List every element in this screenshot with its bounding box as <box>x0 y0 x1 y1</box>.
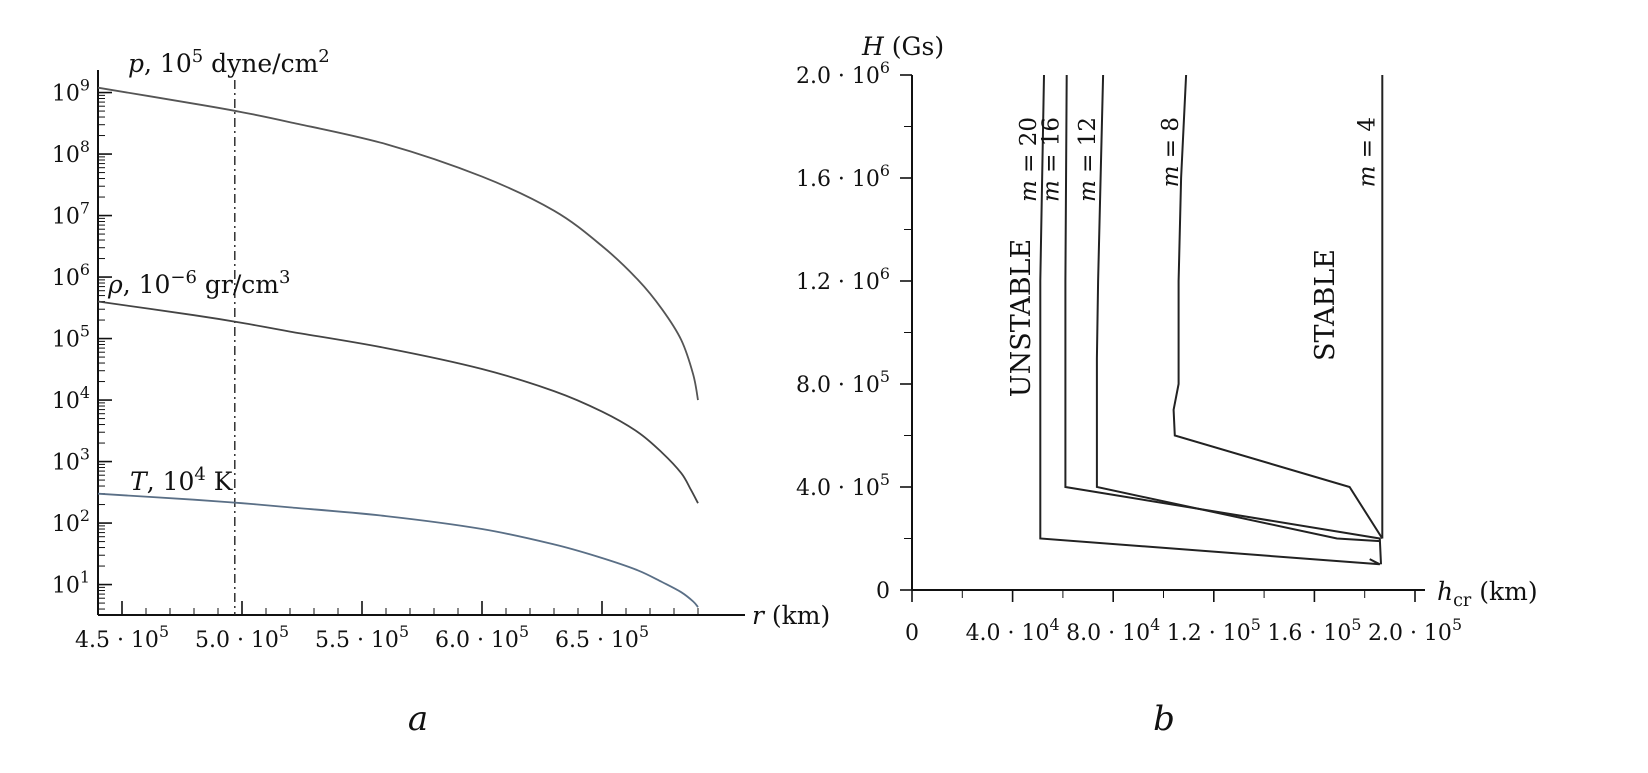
curve-m-12 <box>1095 74 1380 543</box>
panel-a: 101 102 103 104 105 106 107 108 109 4.5 · 105 5.0… <box>52 46 830 739</box>
y-tick-label: 106 <box>52 260 90 291</box>
series-label: m = 4 <box>1354 117 1380 187</box>
series-label: m = 8 <box>1158 117 1184 187</box>
stable-region-label: STABLE <box>1310 249 1341 361</box>
panel-a-caption: a <box>408 699 428 739</box>
y-tick-label: 102 <box>52 506 90 537</box>
pressure-curve <box>97 86 699 401</box>
y-tick-label: 108 <box>52 137 90 168</box>
x-tick-label: 6.0 · 105 <box>435 622 529 653</box>
y-tick-label: 109 <box>52 76 90 107</box>
curve-m-16 <box>1064 74 1382 565</box>
panel-b-y-axis-label: H (Gs) <box>861 32 944 61</box>
panel-a-series-label-t: T, 104 K <box>130 464 234 496</box>
panel-b-caption: b <box>1153 699 1175 739</box>
panel-b-x-axis-label: hcr (km) <box>1437 577 1538 611</box>
x-tick-label: 2.0 · 105 <box>1368 615 1462 646</box>
panel-b: 0 4.0 · 105 8.0 · 105 1.2 · 106 1.6 · 106 2.0… <box>796 32 1538 739</box>
y-tick-label: 8.0 · 105 <box>796 367 890 398</box>
series-label: m = 20 <box>1016 117 1042 202</box>
panel-b-x-ticks: 0 4.0 · 104 8.0 · 104 1.2 · 105 1.6 · 105 2.0… <box>905 590 1462 646</box>
x-tick-label: 4.5 · 105 <box>75 622 169 653</box>
unstable-region-label: UNSTABLE <box>1006 239 1037 397</box>
x-tick-label: 1.6 · 105 <box>1267 615 1361 646</box>
y-tick-label: 2.0 · 106 <box>796 58 890 89</box>
y-tick-label: 1.6 · 106 <box>796 161 890 192</box>
panel-a-series-label-p: p, 105 dyne/cm2 <box>128 46 330 78</box>
panel-b-y-ticks: 0 4.0 · 105 8.0 · 105 1.2 · 106 1.6 · 106 2.0… <box>796 58 912 604</box>
panel-b-curves <box>1039 74 1384 566</box>
y-tick-label: 4.0 · 105 <box>796 470 890 501</box>
density-curve <box>97 300 699 504</box>
y-tick-label: 101 <box>52 568 90 599</box>
panel-a-y-ticks: 101 102 103 104 105 106 107 108 109 <box>52 76 112 610</box>
x-tick-label: 4.0 · 104 <box>966 615 1060 646</box>
panel-a-x-ticks: 4.5 · 105 5.0 · 105 5.5 · 105 6.0 · 105 6.5 … <box>75 601 699 653</box>
x-tick-label: 8.0 · 104 <box>1066 615 1160 646</box>
y-tick-label: 0 <box>876 579 890 604</box>
curve-m-20 <box>1039 74 1381 566</box>
temperature-curve <box>97 492 699 608</box>
panel-a-curves <box>97 86 699 608</box>
x-tick-label: 1.2 · 105 <box>1167 615 1261 646</box>
series-label: m = 16 <box>1039 117 1065 202</box>
series-label: m = 12 <box>1075 117 1101 202</box>
y-tick-label: 107 <box>52 199 90 230</box>
y-tick-label: 1.2 · 106 <box>796 264 890 295</box>
y-tick-label: 104 <box>52 383 90 414</box>
panel-a-series-label-rho: ρ, 10−6 gr/cm3 <box>107 267 290 299</box>
panel-a-x-axis-label: r (km) <box>752 601 830 630</box>
x-tick-label: 5.0 · 105 <box>195 622 289 653</box>
y-tick-label: 103 <box>52 445 90 476</box>
x-tick-label: 0 <box>905 621 919 646</box>
panel-b-series-labels: m = 20m = 16 m = 12 m = 8 m = 4 <box>1016 117 1380 202</box>
x-tick-label: 6.5 · 105 <box>555 622 649 653</box>
x-tick-label: 5.5 · 105 <box>315 622 409 653</box>
curve-m-8 <box>1172 74 1384 540</box>
y-tick-label: 105 <box>52 322 90 353</box>
